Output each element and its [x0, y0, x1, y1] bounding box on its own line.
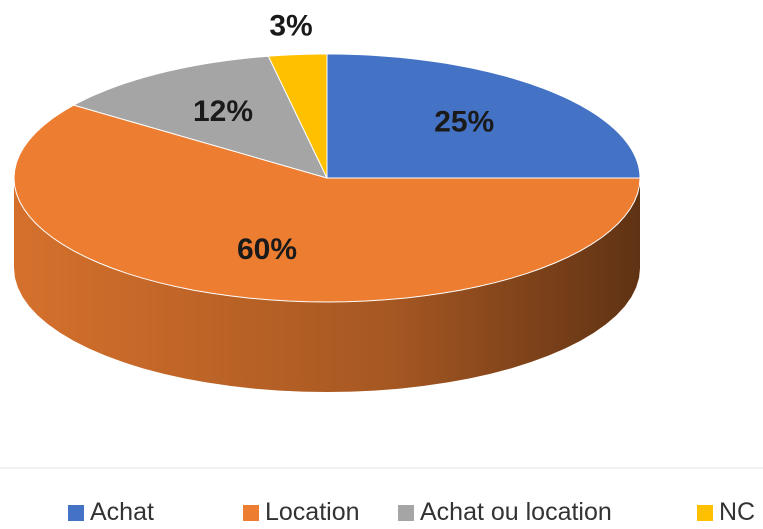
legend-swatch	[697, 504, 713, 521]
legend-item: Achat	[68, 498, 154, 527]
legend-swatch	[243, 504, 259, 521]
legend-label: NC	[719, 498, 756, 526]
legend: Achat Location Achat ou location NC	[0, 496, 763, 529]
data-label: 25%	[434, 106, 494, 139]
pie-side-shade	[14, 178, 640, 392]
pie-slice	[267, 53, 328, 179]
legend-swatch	[398, 504, 414, 521]
legend-item: Achat ou location	[398, 498, 612, 527]
legend-label: Achat	[90, 498, 154, 526]
pie-slice	[13, 104, 641, 303]
data-label: 3%	[269, 9, 312, 42]
data-label: 60%	[237, 233, 297, 266]
pie-slice	[72, 55, 328, 179]
legend-label: Achat ou location	[420, 498, 612, 526]
legend-item: Location	[243, 498, 360, 527]
legend-label: Location	[265, 498, 360, 526]
legend-swatch	[68, 504, 84, 521]
data-label: 12%	[193, 95, 253, 128]
legend-item: NC	[697, 498, 755, 527]
pie-slice	[326, 53, 641, 179]
